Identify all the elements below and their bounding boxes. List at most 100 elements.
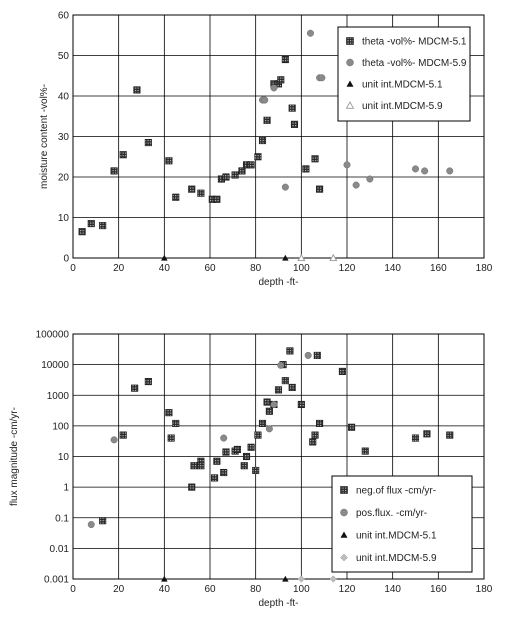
data-point [348,423,356,431]
data-point [190,462,198,470]
data-point [220,434,228,442]
data-point [446,167,454,175]
data-point [282,254,289,261]
x-tick-label: 120 [339,584,356,595]
data-point [361,447,369,455]
legend-marker [346,37,354,45]
data-point [270,84,278,92]
data-point [231,171,239,179]
data-point [309,438,317,446]
data-point [290,120,299,128]
data-point [131,384,139,392]
data-point [252,466,260,475]
data-point [277,361,285,369]
legend-label: theta -vol%- MDCM-5.9 [362,58,467,69]
legend-label: neg.of flux -cm/yr- [356,486,436,497]
data-point [172,419,180,428]
y-tick-label: 50 [58,51,70,62]
data-point [161,254,168,261]
data-point [288,383,296,391]
data-point [247,161,255,169]
data-point [263,116,271,124]
data-point [165,157,173,165]
data-point [304,351,312,359]
x-tick-label: 160 [430,263,447,274]
x-axis-label: depth -ft- [258,277,298,288]
data-point [316,185,324,193]
data-point [302,165,310,173]
y-tick-label: 0.01 [50,544,70,555]
data-point [343,161,351,169]
data-point [188,483,196,491]
x-axis-label: depth -ft- [258,598,298,609]
data-point [281,183,289,191]
data-point [87,220,95,228]
data-point [318,74,326,82]
data-point [242,452,251,461]
y-axis-label: flux magnitude -cm/yr- [9,407,20,506]
y-tick-label: 0.001 [44,575,69,586]
legend-box [331,475,473,573]
data-point [446,431,454,439]
x-tick-label: 0 [70,263,76,274]
x-tick-label: 20 [113,584,125,595]
data-point [87,521,95,529]
legend-marker [346,80,354,87]
y-tick-label: 10000 [41,360,69,371]
data-point [338,367,346,375]
data-point [366,175,374,183]
data-point [222,448,230,456]
data-point [282,575,289,582]
data-point [258,137,267,145]
x-tick-label: 40 [159,584,171,595]
legend-label: unit int.MDCM-5.9 [356,553,437,564]
data-point [311,155,319,163]
data-point [297,253,306,262]
data-point [172,193,180,201]
data-point [254,153,262,161]
legend-marker [340,508,348,517]
x-tick-label: 100 [293,263,310,274]
x-tick-label: 20 [113,263,125,274]
data-point [329,253,338,262]
legend-label: pos.flux. -cm/yr- [356,508,427,519]
legend-label: unit int.MDCM-5.9 [362,101,443,112]
data-point [197,189,205,197]
legend-label: unit int.MDCM-5.1 [356,531,437,542]
legend-marker [340,553,348,562]
data-point [165,409,173,417]
data-point [144,378,152,386]
data-point [99,222,107,230]
x-tick-label: 100 [293,584,310,595]
moisture-content-chart: 0 20 40 60 80 100 120 140 160 180 0 10 20 30 40 50 60 dep… [39,11,493,289]
y-tick-label: 1000 [47,391,70,402]
data-point [329,575,337,583]
x-tick-label: 40 [159,263,171,274]
data-point [306,29,314,37]
x-tick-label: 80 [250,263,262,274]
data-point [213,457,221,465]
data-point [167,434,175,442]
data-point [222,173,230,181]
x-tick-label: 180 [476,584,493,595]
data-point [412,165,419,173]
flux-magnitude-chart: 0 20 40 60 80 100 120 140 160 180 0.001 0.01 0.1 1 10 1… [9,330,493,610]
data-point [119,431,127,439]
data-point [265,407,273,415]
data-point [254,431,262,439]
x-tick-label: 60 [204,263,216,274]
x-tick-label: 60 [204,584,216,595]
data-point [99,517,107,525]
data-point [421,167,429,175]
data-point [119,151,127,159]
y-tick-label: 1 [63,483,69,494]
data-point [288,104,296,112]
legend-label: theta -vol%- MDCM-5.1 [362,37,467,48]
data-point [220,468,228,477]
legend-marker [340,531,348,538]
y-tick-label: 20 [58,173,70,184]
legend-label: unit int.MDCM-5.1 [362,80,443,91]
y-tick-label: 0.1 [55,513,69,524]
data-point [297,400,305,409]
data-point [197,462,205,470]
